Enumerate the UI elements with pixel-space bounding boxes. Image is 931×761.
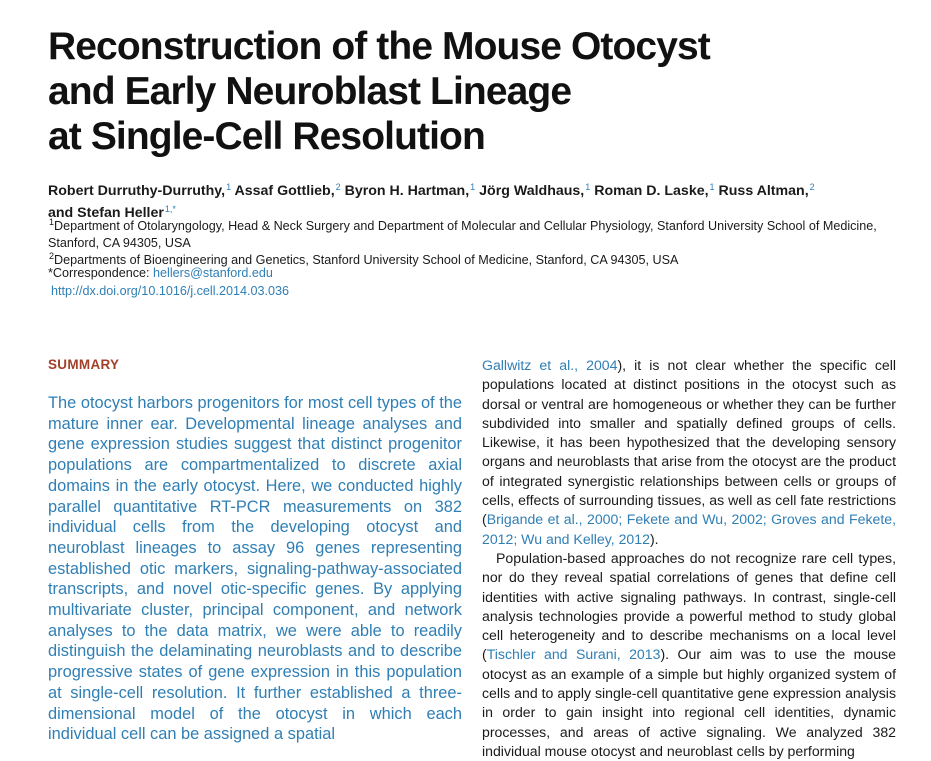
author-affiliation-mark[interactable]: 1: [585, 182, 591, 192]
author-name: Assaf Gottlieb,: [234, 183, 335, 199]
doi: http://dx.doi.org/10.1016/j.cell.2014.03…: [51, 283, 911, 300]
affiliation-number: 1: [49, 217, 55, 227]
author-affiliation-mark[interactable]: 1: [709, 182, 715, 192]
summary-text: The otocyst harbors progenitors for most…: [48, 394, 462, 744]
author-name: Roman D. Laske,: [594, 183, 709, 199]
author-affiliation-mark[interactable]: 2: [335, 182, 341, 192]
author-name: Jörg Waldhaus,: [479, 183, 585, 199]
citation-link[interactable]: Tischler and Surani, 2013: [486, 646, 661, 663]
body-paragraph: Gallwitz et al., 2004), it is not clear …: [482, 356, 896, 549]
title-line-1: Reconstruction of the Mouse Otocyst: [48, 25, 711, 68]
affiliation-1: 1Department of Otolaryngology, Head & Ne…: [48, 214, 908, 252]
body-column: Gallwitz et al., 2004), it is not clear …: [482, 356, 896, 761]
author-name: Robert Durruthy-Durruthy,: [48, 183, 226, 199]
author-affiliation-mark[interactable]: 1,*: [164, 204, 176, 214]
author-list: Robert Durruthy-Durruthy,1 Assaf Gottlie…: [48, 178, 908, 222]
summary-heading: SUMMARY: [48, 357, 120, 372]
doi-link[interactable]: http://dx.doi.org/10.1016/j.cell.2014.03…: [51, 284, 290, 298]
paragraph-text: ).: [649, 530, 659, 547]
paragraph-text: Population-based approaches do not recog…: [482, 549, 896, 663]
body-paragraph: Population-based approaches do not recog…: [482, 549, 896, 761]
author-name: and Stefan Heller: [48, 205, 164, 221]
paragraph-text: ). Our aim was to use the mouse otocyst …: [482, 646, 896, 759]
article-title: Reconstruction of the Mouse Otocyst and …: [48, 24, 711, 159]
author-name: Byron H. Hartman,: [344, 183, 470, 199]
correspondence: *Correspondence: hellers@stanford.edu: [48, 265, 908, 282]
email-link[interactable]: hellers@stanford.edu: [153, 266, 273, 280]
citation-link[interactable]: Gallwitz et al., 2004: [482, 357, 618, 373]
affiliation-text: Department of Otolaryngology, Head & Nec…: [48, 219, 877, 250]
affiliation-2: 2Departments of Bioengineering and Genet…: [48, 248, 908, 269]
paragraph-text: ), it is not clear whether the specific …: [482, 357, 896, 528]
affiliation-number: 2: [49, 251, 55, 261]
affiliation-text: Departments of Bioengineering and Geneti…: [54, 253, 679, 267]
author-affiliation-mark[interactable]: 1: [470, 182, 476, 192]
author-affiliation-mark[interactable]: 2: [809, 182, 815, 192]
title-line-3: at Single-Cell Resolution: [48, 115, 486, 158]
correspondence-label: *Correspondence:: [48, 266, 154, 280]
author-name: Russ Altman,: [718, 183, 809, 199]
author-affiliation-mark[interactable]: 1: [226, 182, 232, 192]
title-line-2: and Early Neuroblast Lineage: [48, 70, 572, 113]
citation-link[interactable]: Brigande et al., 2000; Fekete and Wu, 20…: [482, 511, 896, 547]
